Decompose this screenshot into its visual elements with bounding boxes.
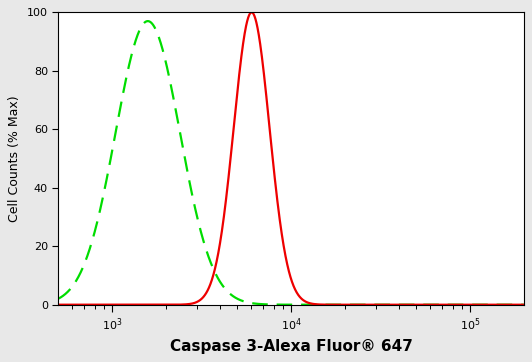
- X-axis label: Caspase 3-Alexa Fluor® 647: Caspase 3-Alexa Fluor® 647: [170, 339, 412, 354]
- Y-axis label: Cell Counts (% Max): Cell Counts (% Max): [9, 95, 21, 222]
